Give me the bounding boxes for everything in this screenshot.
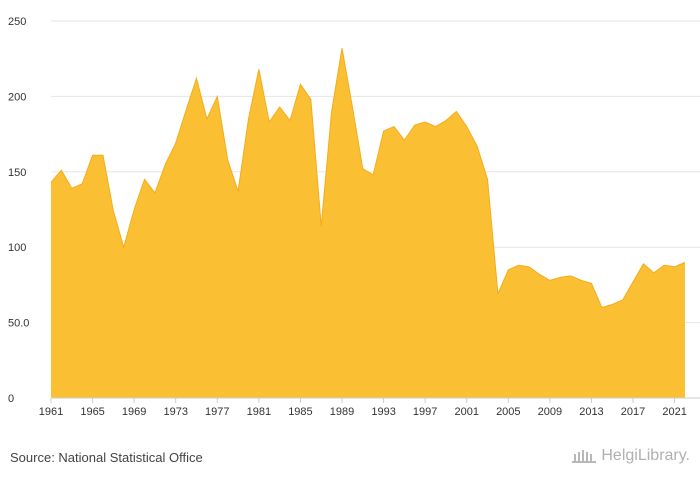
y-tick-label: 50.0	[8, 318, 29, 330]
x-tick-label: 1981	[247, 406, 271, 418]
x-tick-label: 1997	[413, 406, 437, 418]
x-tick-label: 1961	[39, 406, 63, 418]
x-tick-label: 1989	[330, 406, 354, 418]
y-tick-label: 150	[8, 167, 26, 179]
series-area	[51, 48, 685, 398]
source-note: Source: National Statistical Office	[10, 450, 203, 465]
x-tick-label: 2001	[454, 406, 478, 418]
x-tick-label: 1977	[205, 406, 229, 418]
y-axis: 0 50.0 100 150 200 250	[8, 16, 29, 405]
x-tick-label: 1993	[371, 406, 395, 418]
x-tick-label: 2017	[621, 406, 645, 418]
y-tick-label: 250	[8, 16, 26, 28]
x-tick-label: 1965	[80, 406, 104, 418]
y-tick-label: 200	[8, 91, 26, 103]
y-tick-label: 100	[8, 242, 26, 254]
x-tick-label: 1969	[122, 406, 146, 418]
x-tick-label: 2009	[538, 406, 562, 418]
library-building-icon	[572, 450, 597, 463]
x-tick-label: 2021	[662, 406, 686, 418]
x-tick-label: 2005	[496, 406, 520, 418]
series-line	[50, 48, 686, 309]
x-axis: 1961 1965 1969 1973 1977 1981 1985 1989 1993 1997…	[39, 397, 700, 418]
x-tick-label: 1973	[163, 406, 187, 418]
helgi-library-logo: HelgiLibrary.	[571, 447, 690, 465]
data-area-layer	[50, 48, 686, 398]
y-tick-label: 0	[8, 393, 14, 405]
logo-text: HelgiLibrary.	[601, 447, 690, 464]
x-tick-label: 2013	[579, 406, 603, 418]
x-tick-label: 1985	[288, 406, 312, 418]
